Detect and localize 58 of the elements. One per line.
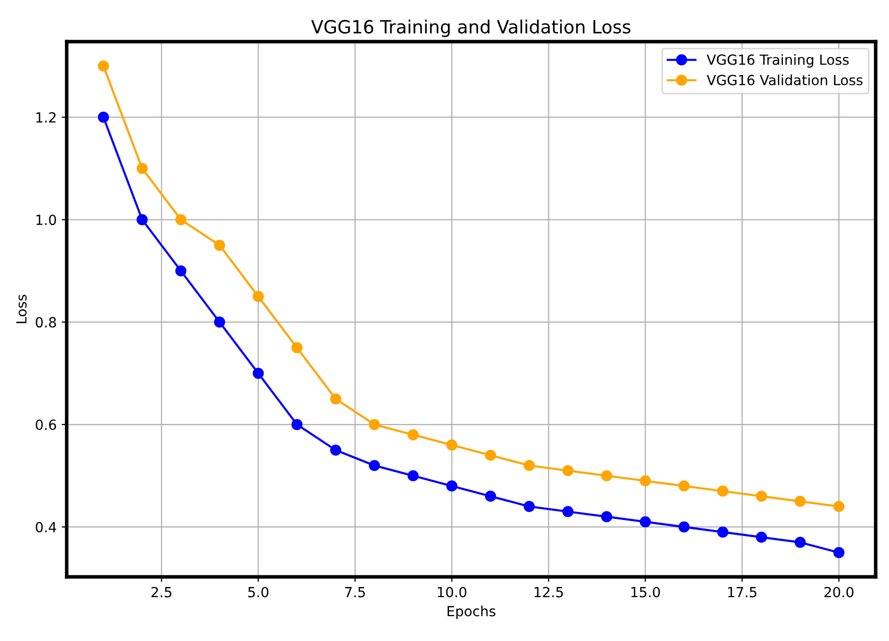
point	[756, 490, 768, 502]
x-tick-label: 7.5	[345, 587, 365, 598]
point	[214, 240, 226, 251]
point	[330, 444, 342, 456]
y-tick-label: 0.8	[36, 317, 56, 328]
point	[794, 536, 806, 548]
point	[136, 162, 148, 174]
x-tick-label: 12.5	[534, 586, 563, 598]
point	[524, 460, 535, 472]
x-tick-label: 5.0	[248, 586, 268, 598]
point	[833, 500, 844, 512]
x-axis-title: Epochs	[448, 606, 496, 620]
y-tick-label: 0.6	[36, 419, 56, 430]
chart-title: VGG16 Training and Validation Loss	[311, 20, 630, 38]
point	[291, 418, 303, 430]
point	[601, 511, 612, 522]
point	[678, 521, 690, 533]
point	[175, 214, 186, 226]
x-tick-label: 10.0	[438, 586, 466, 598]
point	[368, 460, 380, 472]
point	[175, 265, 186, 276]
point	[291, 342, 303, 354]
point	[794, 496, 806, 507]
x-tick-label: 20.0	[824, 586, 854, 598]
point	[484, 490, 496, 502]
x-tick-label: 2.5	[151, 586, 172, 598]
point	[408, 470, 419, 482]
point	[408, 429, 419, 440]
y-tick-label: 1.2	[36, 112, 56, 122]
x-tick-label: 17.5	[728, 587, 756, 598]
x-tick-label: 15.0	[631, 586, 660, 598]
point	[678, 480, 690, 492]
point	[640, 516, 651, 528]
point	[601, 470, 612, 482]
point	[330, 393, 342, 404]
point	[640, 475, 651, 486]
legend-label: VGG16 Validation Loss	[706, 74, 862, 86]
point	[214, 316, 226, 328]
point	[98, 112, 110, 123]
point	[833, 547, 844, 558]
y-tick-label: 1.0	[36, 214, 56, 226]
y-axis-title: Loss	[16, 294, 27, 324]
point	[717, 486, 728, 497]
point	[562, 465, 574, 476]
point	[717, 526, 728, 538]
point	[446, 480, 458, 492]
point	[98, 60, 110, 72]
point	[484, 450, 496, 461]
point	[562, 506, 574, 518]
point	[252, 290, 264, 302]
y-tick-label: 0.4	[36, 522, 56, 532]
point	[368, 418, 380, 430]
point	[252, 368, 264, 379]
legend-label: VGG16 Training Loss	[706, 54, 849, 68]
point	[524, 500, 535, 512]
point	[136, 214, 148, 226]
point	[756, 532, 768, 543]
point	[446, 439, 458, 451]
